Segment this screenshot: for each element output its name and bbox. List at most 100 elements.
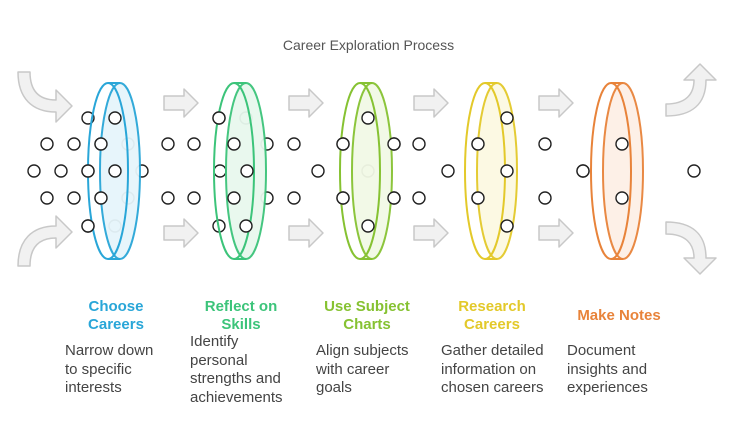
stage-2-label-line-2: Skills — [221, 316, 261, 333]
particle-dot-21 — [187, 191, 201, 205]
particle-dot-front-23 — [615, 137, 629, 151]
particle-dot-9 — [27, 164, 41, 178]
flow-arrow-icon-8 — [538, 218, 574, 248]
curved-arrow-in-bottom-icon — [17, 215, 73, 267]
stage-3-label: Use Subject Charts — [302, 298, 432, 334]
flow-arrow-icon-5 — [413, 88, 449, 118]
stage-3-ring-back — [351, 82, 393, 260]
particle-dot-front-1 — [94, 137, 108, 151]
particle-dot-front-15 — [361, 219, 375, 233]
particle-dot-10 — [54, 164, 68, 178]
particle-dot-front-25 — [576, 164, 590, 178]
particle-dot-front-3 — [108, 164, 122, 178]
stage-2-ring-edge — [234, 82, 246, 260]
particle-dot-front-5 — [108, 111, 122, 125]
flow-arrow-icon-3 — [288, 88, 324, 118]
stage-1-ring-edge — [108, 82, 120, 260]
curved-arrow-out-bottom-icon — [665, 221, 717, 275]
stage-5-ring-back — [602, 82, 644, 260]
curved-arrow-in-top-icon — [17, 71, 73, 123]
stage-5-description: Document insights and experiences — [567, 342, 687, 398]
stage-4-label: Research Careers — [427, 298, 557, 334]
particle-dot-front-20 — [500, 111, 514, 125]
particle-dot-33 — [287, 191, 301, 205]
particle-dot-front-17 — [387, 191, 401, 205]
particle-dot-front-10 — [212, 111, 226, 125]
particle-dot-34 — [311, 164, 325, 178]
stage-1-desc-line-2: to specific — [65, 360, 132, 378]
particle-dot-55 — [687, 164, 701, 178]
particle-dot-front-14 — [361, 111, 375, 125]
curved-arrow-out-top-icon — [665, 63, 717, 117]
stage-2-desc-line-4: achievements — [190, 388, 283, 406]
stage-4-ring-edge — [485, 82, 497, 260]
stage-5-desc-line-3: experiences — [567, 379, 648, 396]
particle-dot-front-12 — [336, 137, 350, 151]
flow-arrow-icon-6 — [413, 218, 449, 248]
flow-arrow-icon-2 — [163, 218, 199, 248]
particle-dot-front-8 — [240, 164, 254, 178]
stage-5-label: Make Notes — [554, 307, 684, 325]
particle-dot-front-2 — [81, 164, 95, 178]
particle-dot-front-6 — [81, 219, 95, 233]
particle-dot-front-9 — [227, 191, 241, 205]
stage-2-desc-line-1: Identify — [190, 333, 239, 350]
particle-dot-front-18 — [471, 137, 485, 151]
flow-arrow-icon-1 — [163, 88, 199, 118]
stage-1-description: Narrow down to specific interests — [65, 342, 185, 398]
stage-3-ring-edge — [360, 82, 372, 260]
particle-dot-30 — [213, 164, 227, 178]
stage-2-label-line-1: Reflect on — [204, 298, 278, 315]
stage-4-label-line-1: Research — [458, 298, 526, 315]
particle-dot-51 — [538, 191, 552, 205]
particle-dot-front-11 — [239, 219, 253, 233]
particle-dot-front-22 — [500, 164, 514, 178]
particle-dot-front-4 — [94, 191, 108, 205]
flow-arrow-icon-4 — [288, 218, 324, 248]
stage-4-desc-line-3: chosen careers — [441, 379, 544, 396]
stage-1-label-line-2: Careers — [88, 316, 144, 333]
particle-dot-front-21 — [500, 219, 514, 233]
stage-2-label: Reflect on Skills — [176, 298, 306, 334]
particle-dot-20 — [187, 137, 201, 151]
stage-5-desc-line-2: insights and — [567, 360, 648, 378]
stage-4-desc-line-1: Gather detailed — [441, 342, 544, 359]
particle-dot-19 — [161, 191, 175, 205]
particle-dot-15 — [67, 191, 81, 205]
stage-3-label-line-1: Use Subject — [324, 298, 410, 315]
stage-3-desc-line-3: goals — [316, 379, 352, 396]
stage-2-desc-line-3: strengths and — [190, 370, 281, 387]
particle-dot-5 — [40, 137, 54, 151]
particle-dot-41 — [412, 137, 426, 151]
stage-1-desc-line-1: Narrow down — [65, 342, 154, 359]
particle-dot-front-24 — [615, 191, 629, 205]
stage-4-label-line-2: Careers — [464, 316, 520, 333]
stage-1-label: Choose Careers — [51, 298, 181, 334]
stage-3-desc-line-1: Align subjects — [316, 342, 409, 359]
stage-3-description: Align subjects with career goals — [316, 342, 436, 398]
flow-arrow-icon-7 — [538, 88, 574, 118]
particle-dot-6 — [67, 137, 81, 151]
stage-5-desc-line-1: Document — [567, 342, 636, 359]
particle-dot-32 — [287, 137, 301, 151]
stage-3-desc-line-2: with career — [316, 360, 390, 378]
particle-dot-front-7 — [227, 137, 241, 151]
stage-2-description: Identify personal strengths and achievem… — [190, 333, 310, 407]
stage-4-description: Gather detailed information on chosen ca… — [441, 342, 561, 398]
particle-dot-front-16 — [387, 137, 401, 151]
particle-dot-42 — [412, 191, 426, 205]
stage-2-desc-line-2: personal — [190, 351, 248, 369]
stage-3-label-line-2: Charts — [343, 316, 391, 333]
stage-5-ring-edge — [611, 82, 623, 260]
particle-dot-front-19 — [471, 191, 485, 205]
particle-dot-14 — [40, 191, 54, 205]
diagram-title: Career Exploration Process — [282, 37, 455, 53]
particle-dot-18 — [161, 137, 175, 151]
particle-dot-44 — [441, 164, 455, 178]
stage-4-desc-line-2: information on — [441, 360, 537, 378]
stage-5-label-line-1: Make Notes — [577, 307, 661, 324]
stage-1-label-line-1: Choose — [88, 298, 144, 315]
particle-dot-front-13 — [336, 191, 350, 205]
particle-dot-50 — [538, 137, 552, 151]
